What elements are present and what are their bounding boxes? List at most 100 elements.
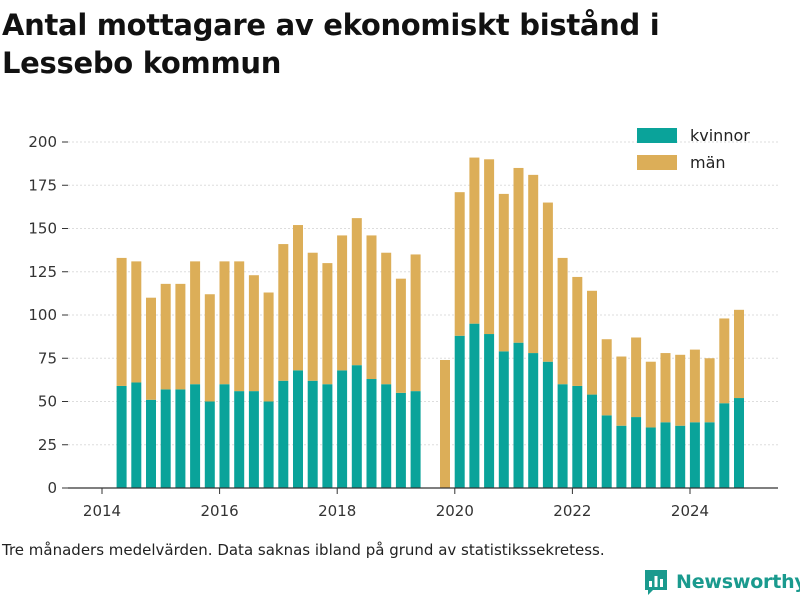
chart-caption: Tre månaders medelvärden. Data saknas ib… bbox=[2, 541, 605, 559]
bar-kvinnor bbox=[278, 380, 289, 488]
bar-kvinnor bbox=[660, 422, 671, 488]
legend-swatch-man bbox=[637, 155, 677, 170]
bar-kvinnor bbox=[307, 380, 318, 488]
bar-man bbox=[146, 297, 156, 400]
bar-man bbox=[248, 275, 259, 392]
y-tick-label: 125 bbox=[28, 263, 57, 281]
bar-man bbox=[160, 283, 171, 390]
bar-kvinnor bbox=[190, 384, 201, 488]
bar-man bbox=[484, 159, 495, 335]
bar-kvinnor bbox=[542, 361, 553, 488]
bar-man bbox=[175, 283, 186, 390]
bar-man bbox=[293, 225, 303, 371]
bar-kvinnor bbox=[528, 353, 539, 488]
bar-kvinnor bbox=[131, 382, 142, 488]
bar-kvinnor bbox=[146, 399, 156, 488]
bar-man bbox=[557, 257, 568, 385]
bar-man bbox=[513, 167, 524, 343]
bar-kvinnor bbox=[248, 391, 259, 488]
x-axis: 2014 2016 2018 2020 2022 2024 bbox=[68, 487, 778, 520]
bar-man bbox=[366, 235, 377, 380]
x-tick-label: 2016 bbox=[201, 502, 239, 520]
bar-kvinnor bbox=[322, 384, 333, 488]
bar-man bbox=[381, 252, 392, 385]
bar-man bbox=[278, 244, 289, 381]
bar-man bbox=[307, 252, 318, 381]
bar-kvinnor bbox=[572, 385, 583, 488]
bar-man bbox=[572, 276, 583, 386]
bar-kvinnor bbox=[234, 391, 245, 488]
bar-man bbox=[528, 174, 539, 354]
legend-label: kvinnor bbox=[690, 126, 750, 145]
bar-man bbox=[587, 290, 597, 395]
bar-man bbox=[734, 309, 744, 399]
bar-kvinnor bbox=[498, 351, 509, 488]
bar-man bbox=[601, 339, 612, 416]
bar-kvinnor bbox=[219, 384, 230, 488]
bar-chart-logo-icon bbox=[645, 570, 667, 595]
chart-title: Antal mottagare av ekonomiskt bistånd i … bbox=[2, 8, 660, 80]
bar-kvinnor bbox=[337, 370, 348, 488]
y-tick-label: 25 bbox=[38, 436, 57, 454]
bar-man bbox=[190, 261, 201, 385]
bar-kvinnor bbox=[160, 389, 171, 488]
bar-man bbox=[395, 278, 406, 393]
bar-man bbox=[469, 157, 480, 324]
bar-kvinnor bbox=[469, 323, 480, 488]
y-tick-label: 175 bbox=[28, 176, 57, 194]
bar-kvinnor bbox=[263, 401, 274, 488]
bar-man bbox=[234, 261, 245, 392]
bar-kvinnor bbox=[631, 417, 642, 488]
bar-kvinnor bbox=[175, 389, 186, 488]
bar-man bbox=[337, 235, 348, 371]
y-tick-label: 50 bbox=[38, 393, 57, 411]
bar-man bbox=[498, 193, 509, 352]
bar-kvinnor bbox=[484, 334, 495, 488]
bar-man bbox=[675, 354, 686, 426]
bar-kvinnor bbox=[689, 422, 700, 488]
bar-man bbox=[704, 358, 715, 423]
bar-kvinnor bbox=[719, 403, 730, 488]
bar-man bbox=[263, 292, 274, 402]
x-tick-label: 2024 bbox=[671, 502, 709, 520]
y-tick-label: 75 bbox=[38, 349, 57, 367]
bar-man bbox=[454, 192, 465, 336]
x-tick-label: 2014 bbox=[83, 502, 121, 520]
bar-man bbox=[219, 261, 230, 385]
legend-swatch-kvinnor bbox=[637, 128, 677, 143]
bar-man bbox=[322, 263, 333, 385]
bar-kvinnor bbox=[454, 335, 465, 488]
legend: kvinnor män bbox=[637, 126, 750, 172]
y-tick-label: 100 bbox=[28, 306, 57, 324]
bar-kvinnor bbox=[351, 365, 362, 488]
legend-label: män bbox=[690, 153, 726, 172]
bar-man bbox=[719, 318, 730, 404]
bars bbox=[116, 157, 744, 488]
bar-man bbox=[410, 254, 421, 392]
bar-man bbox=[440, 359, 450, 488]
bar-man bbox=[542, 202, 553, 362]
brand-logo[interactable]: Newsworthy bbox=[643, 568, 800, 596]
bar-kvinnor bbox=[366, 379, 377, 488]
bar-kvinnor bbox=[557, 384, 568, 488]
bar-man bbox=[631, 337, 642, 418]
x-tick-label: 2022 bbox=[553, 502, 591, 520]
bar-kvinnor bbox=[601, 415, 612, 488]
bar-kvinnor bbox=[410, 391, 421, 488]
bar-kvinnor bbox=[513, 342, 524, 488]
x-tick-label: 2018 bbox=[318, 502, 356, 520]
y-tick-label: 150 bbox=[28, 220, 57, 238]
y-tick-label: 0 bbox=[47, 479, 57, 497]
y-tick-label: 200 bbox=[28, 133, 57, 151]
y-axis: 0 25 50 75 100 125 150 175 200 bbox=[28, 133, 778, 497]
bar-kvinnor bbox=[204, 401, 215, 488]
bar-kvinnor bbox=[395, 392, 406, 488]
bar-kvinnor bbox=[381, 384, 392, 488]
bar-man bbox=[116, 257, 127, 386]
brand-name: Newsworthy bbox=[676, 571, 800, 593]
bar-man bbox=[616, 356, 627, 426]
bar-man bbox=[660, 353, 671, 423]
bar-man bbox=[131, 261, 142, 383]
bar-man bbox=[645, 361, 656, 428]
